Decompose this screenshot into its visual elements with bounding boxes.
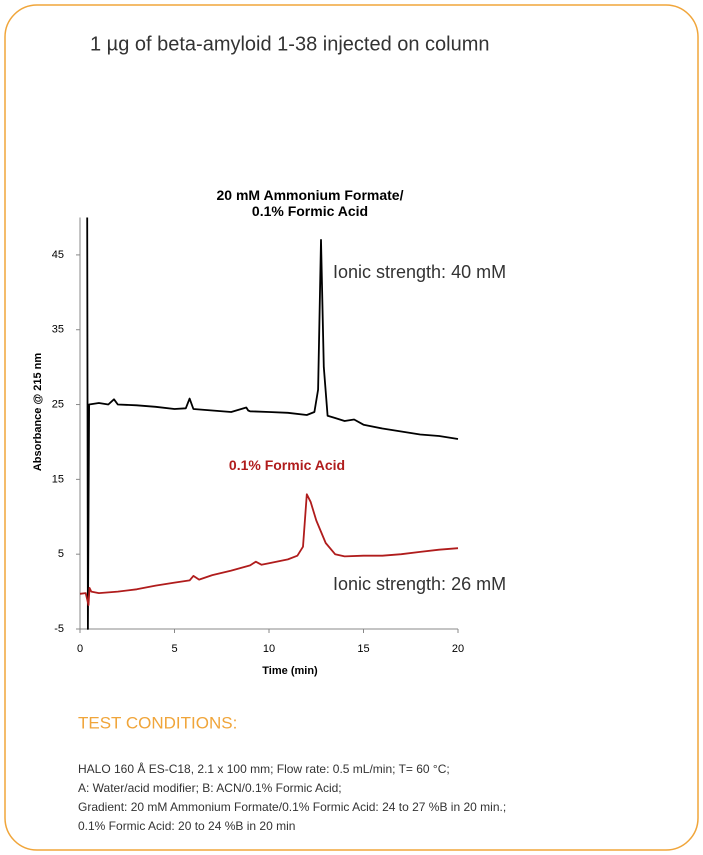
y-tick-label: 35	[52, 324, 64, 336]
x-tick-label: 15	[357, 643, 369, 655]
conditions-line: A: Water/acid modifier; B: ACN/0.1% Form…	[78, 781, 342, 795]
series-label: 0.1% Formic Acid	[228, 457, 346, 473]
y-tick-label: -5	[54, 623, 64, 635]
y-tick-label: 15	[52, 473, 64, 485]
card-border	[4, 4, 699, 851]
x-tick-label: 20	[452, 643, 464, 655]
series-line	[86, 217, 459, 630]
y-tick-label: 45	[52, 249, 64, 261]
y-tick-label: 25	[52, 398, 64, 410]
conditions-line: Gradient: 20 mM Ammonium Formate/0.1% Fo…	[78, 800, 506, 814]
conditions-line: 0.1% Formic Acid: 20 to 24 %B in 20 min	[78, 819, 295, 833]
y-axis-label: Absorbance @ 215 nm	[32, 353, 44, 472]
x-axis-label: Time (min)	[262, 665, 318, 677]
annotation: Ionic strength: 26 mM	[333, 574, 506, 594]
series-label: 20 mM Ammonium Formate/ 0.1% Formic Acid	[216, 187, 404, 219]
conditions-line: HALO 160 Å ES-C18, 2.1 x 100 mm; Flow ra…	[78, 761, 450, 776]
x-tick-label: 0	[77, 643, 83, 655]
annotation: Ionic strength: 40 mM	[333, 262, 506, 282]
chart-title: 1 µg of beta-amyloid 1-38 injected on co…	[90, 33, 490, 55]
y-tick-label: 5	[58, 548, 64, 560]
x-tick-label: 5	[171, 643, 177, 655]
series-line	[79, 493, 459, 606]
x-tick-label: 10	[263, 643, 275, 655]
conditions-heading: TEST CONDITIONS:	[78, 713, 237, 732]
